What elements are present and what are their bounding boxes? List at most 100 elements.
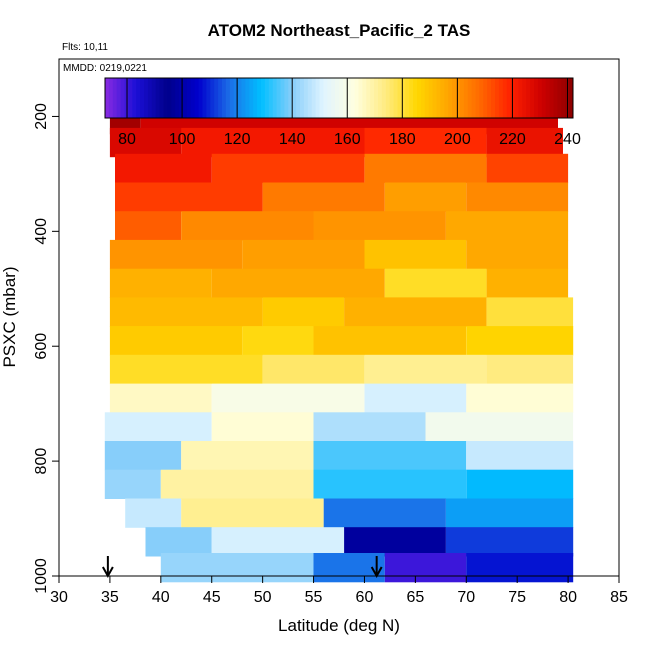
x-tick-label: 85: [610, 589, 628, 606]
heatmap-cell-7-2: [344, 297, 487, 327]
colorbar-cell: [362, 78, 367, 118]
x-axis-label: Latitude (deg N): [278, 616, 400, 635]
colorbar-cell: [526, 78, 531, 118]
colorbar-cell: [206, 78, 211, 118]
colorbar-cell: [545, 78, 551, 118]
heatmap-cell-15-3: [445, 527, 574, 557]
colorbar-tick-label: 120: [224, 131, 251, 148]
colorbar-cell: [136, 78, 141, 118]
colorbar-cell: [569, 78, 574, 118]
colorbar-cell: [319, 78, 324, 118]
x-tick-label: 60: [356, 589, 374, 606]
colorbar-cell: [456, 78, 461, 118]
x-tick-label: 80: [559, 589, 577, 606]
colorbar-cell: [553, 78, 558, 118]
heatmap-cell-2-3: [486, 153, 569, 184]
heatmap-cell-5-3: [466, 239, 569, 270]
flights-label: Flts: 10,11: [62, 42, 108, 53]
colorbar-cell: [370, 78, 375, 118]
colorbar-cell: [105, 78, 110, 118]
heatmap-cell-5-1: [242, 239, 365, 270]
heatmap-cell-12-1: [181, 441, 314, 471]
colorbar-cell: [436, 78, 441, 118]
heatmap-cell-3-2: [384, 182, 467, 212]
colorbar-cell: [331, 78, 336, 118]
heatmap-cell-8-1: [242, 326, 314, 356]
colorbar-tick-label: 160: [334, 131, 361, 148]
colorbar-cell: [163, 78, 168, 118]
colorbar-cell: [140, 78, 145, 118]
heatmap-cell-6-0: [109, 268, 212, 298]
heatmap-cell-14-0: [125, 498, 182, 528]
heatmap-cell-3-0: [115, 182, 263, 212]
heatmap-cell-15-0: [145, 527, 212, 557]
heatmap-cell-1-2: [364, 127, 487, 158]
colorbar-cell: [561, 78, 566, 118]
x-tick-label: 35: [101, 589, 119, 606]
heatmap-cell-13-1: [160, 469, 314, 499]
colorbar-tick-label: 180: [389, 131, 416, 148]
colorbar-cell: [339, 78, 344, 118]
colorbar-cell: [292, 78, 297, 118]
heatmap-cell-5-0: [109, 239, 243, 270]
colorbar-cell: [381, 78, 387, 118]
heatmap-cell-9-3: [486, 354, 574, 385]
colorbar-cell: [537, 78, 543, 118]
colorbar-cell: [432, 78, 437, 118]
colorbar-cell: [358, 78, 363, 118]
colorbar-cell: [342, 78, 348, 118]
colorbar-cell: [487, 78, 492, 118]
heatmap-cell-3-3: [466, 182, 569, 212]
colorbar-cell: [229, 78, 235, 118]
heatmap-cell-10-3: [466, 383, 574, 413]
x-tick-label: 70: [457, 589, 475, 606]
heatmap-cell-9-1: [262, 354, 365, 385]
colorbar-cell: [183, 78, 188, 118]
heatmap-cell-6-1: [211, 268, 385, 298]
colorbar-cell: [405, 78, 410, 118]
x-tick-label: 30: [50, 589, 68, 606]
colorbar-cell: [186, 78, 192, 118]
colorbar-cell: [147, 78, 153, 118]
colorbar-cell: [225, 78, 231, 118]
colorbar-cell: [452, 78, 457, 118]
colorbar-cell: [459, 78, 465, 118]
heatmap-cell-11-1: [211, 412, 314, 442]
colorbar-cell: [417, 78, 422, 118]
colorbar-cell: [397, 78, 402, 118]
dates-label: MMDD: 0219,0221: [63, 63, 147, 74]
colorbar-cell: [428, 78, 434, 118]
colorbar: 80 100 120 140 160 180 200 220 240: [104, 77, 581, 148]
heatmap-cell-4-3: [445, 211, 569, 241]
colorbar-cell: [167, 78, 172, 118]
heatmap-cell-4-2: [313, 211, 446, 241]
heatmap-cell-1-0: [109, 127, 182, 158]
colorbar-cell: [155, 78, 161, 118]
colorbar-cell: [179, 78, 184, 118]
colorbar-cell: [401, 78, 406, 118]
x-tick-label: 65: [406, 589, 424, 606]
x-tick-label: 75: [508, 589, 526, 606]
heatmap-cell-9-2: [364, 354, 487, 385]
heatmap-cell-1-3: [486, 127, 563, 158]
colorbar-cell: [257, 78, 262, 118]
heatmap-cell-2-1: [211, 153, 365, 184]
heatmap-cell-8-2: [313, 326, 467, 356]
colorbar-cell: [385, 78, 391, 118]
x-tick-label: 55: [305, 589, 323, 606]
heatmap-cell-10-1: [211, 383, 365, 413]
colorbar-cell: [366, 78, 371, 118]
colorbar-cell: [249, 78, 254, 118]
colorbar-cell: [534, 78, 539, 118]
colorbar-cell: [483, 78, 488, 118]
heatmap-cell-8-3: [466, 326, 574, 356]
colorbar-cell: [498, 78, 504, 118]
heatmap-cell-13-3: [466, 469, 574, 499]
heatmap-cell-4-0: [115, 211, 182, 241]
colorbar-cell: [268, 78, 274, 118]
colorbar-cell: [276, 78, 281, 118]
heatmap-cell-10-0: [109, 383, 212, 413]
colorbar-tick-label: 200: [444, 131, 471, 148]
heatmap-cell-14-1: [181, 498, 324, 528]
colorbar-frame: [104, 77, 574, 119]
